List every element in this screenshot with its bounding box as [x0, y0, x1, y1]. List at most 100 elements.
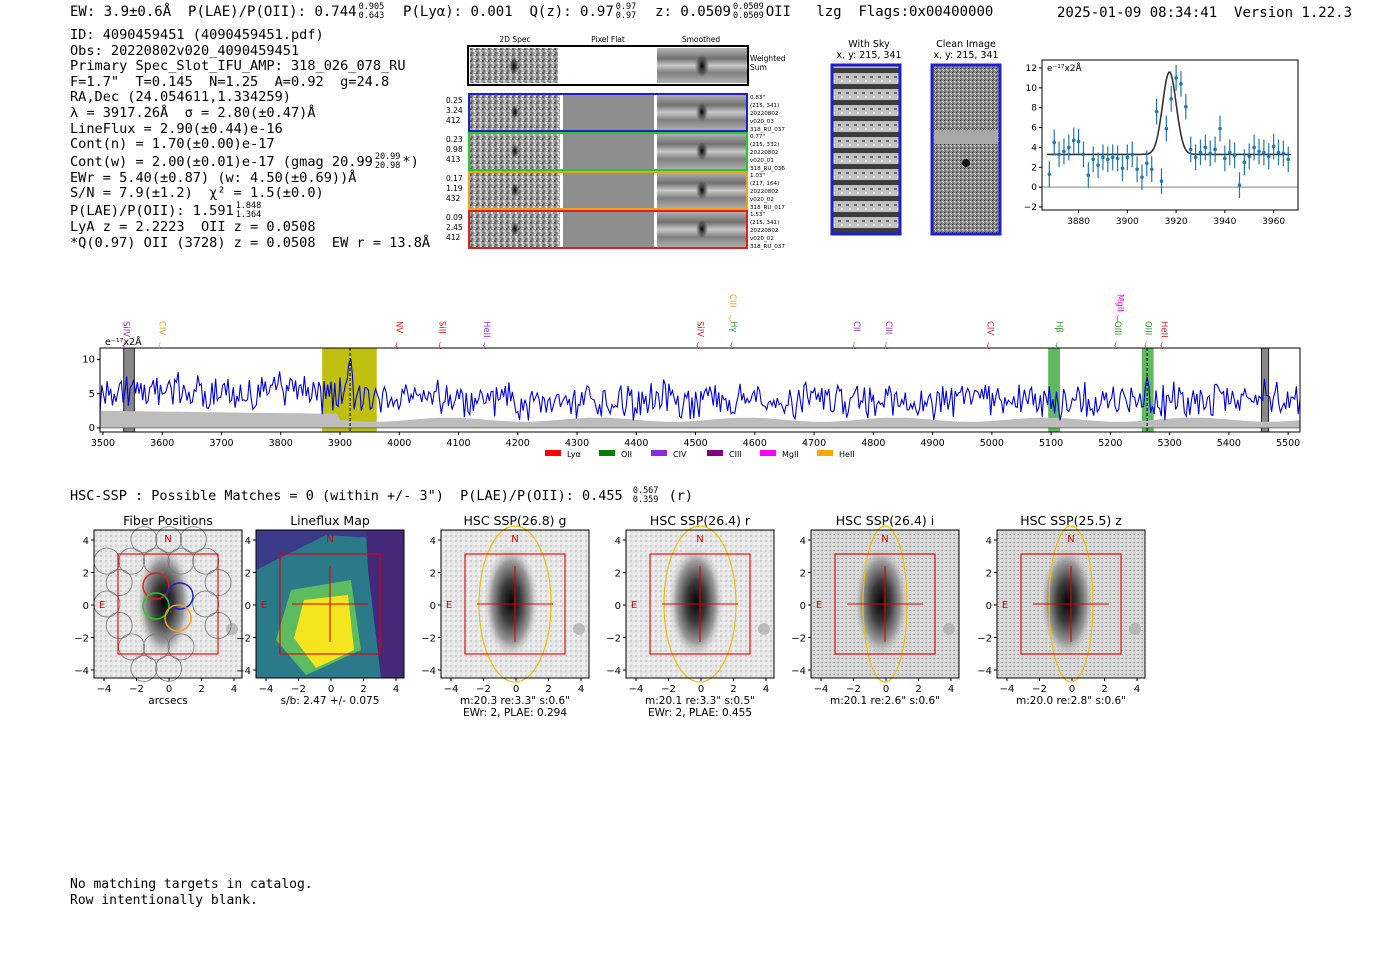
cutout-right-label: 20220802	[750, 150, 778, 156]
line-label-bracket: {	[1143, 342, 1147, 350]
line-label-bracket: {	[1115, 315, 1119, 323]
spec-xtick: 4300	[565, 438, 589, 449]
info-qline: *Q(0.97) OII (3728) z = 0.0508 EW r = 13…	[70, 234, 431, 251]
panel-caption: m:20.1 re:2.6" s:0.6"	[830, 695, 940, 707]
spec-ytick: 5	[89, 389, 95, 400]
panel-caption: EWr: 2, PLAE: 0.294	[463, 707, 567, 719]
hsc-panel-5: HSC SSP(25.5) z N E 4 2 0 −2 −4 −4 −2 0 2 4 m:20.0 re…	[977, 513, 1146, 707]
zoom-xtick: 3940	[1213, 217, 1236, 227]
zoom-point	[1164, 126, 1169, 131]
panel-xtick: −4	[814, 684, 829, 695]
cutout-right-label: 20220802	[750, 189, 778, 195]
catalog-footer: No matching targets in catalog. Row inten…	[70, 877, 313, 908]
info-radec: RA,Dec (24.054611,1.334259)	[70, 89, 291, 106]
zoom-xtick: 3960	[1262, 217, 1285, 227]
zoom-point	[1115, 156, 1120, 161]
zoom-point	[1198, 150, 1203, 155]
zoom-point	[1110, 155, 1115, 160]
cutout-left-label: 412	[446, 116, 461, 125]
panel-title: HSC SSP(26.4) i	[836, 513, 934, 528]
panel-caption: m:20.1 re:3.3" s:0.5"	[645, 695, 755, 707]
panel-xtick: −4	[444, 684, 459, 695]
header-plya: P(Lyα): 0.001	[403, 4, 513, 20]
masked-band	[1260, 347, 1270, 433]
zoom-point	[1271, 144, 1276, 149]
panel-ytick: 2	[986, 569, 992, 580]
info-plae2-hi: 1.848	[235, 200, 262, 211]
footer-line-1: No matching targets in catalog.	[70, 877, 313, 892]
panel-xtick: −4	[629, 684, 644, 695]
zoom-point	[1076, 139, 1081, 144]
fiber-circle	[142, 592, 170, 620]
header-flags: Flags:0x00400000	[858, 4, 994, 20]
cutout-left-label: 432	[446, 194, 461, 203]
spec-ytick: 0	[89, 423, 95, 434]
line-label: OIII	[1142, 321, 1152, 335]
zoom-point	[1276, 150, 1281, 155]
aperture-box	[279, 553, 381, 655]
zoom-point	[1145, 161, 1149, 166]
panel-ytick: 0	[800, 601, 806, 612]
spec-xtick: 4200	[506, 438, 530, 449]
info-fwhm: F=1.7" T=0.145 N=1.25 A=0.92 g=24.8	[70, 73, 390, 90]
line-label: SiII	[437, 321, 447, 334]
panel-xtick: 2	[545, 684, 551, 695]
aperture-box	[117, 553, 219, 655]
legend-label: HeII	[839, 450, 855, 459]
zoom-xtick: 3880	[1067, 217, 1090, 227]
panel-title: Fiber Positions	[123, 513, 213, 528]
cutout-left-label: 0.25	[446, 96, 463, 105]
hsc-panel-1: Lineflux Map N E 4 2 0 −2 −4 −4 −2 0 2 4 s/b: 2.47 +/…	[236, 513, 405, 707]
line-label-bracket: {	[157, 342, 161, 350]
cutout-right-label: (215, 341)	[750, 103, 779, 109]
panel-ytick: 4	[800, 536, 806, 547]
zoom-point	[1071, 138, 1076, 143]
zoom-xtick: 3900	[1116, 217, 1139, 227]
zoom-point	[1086, 173, 1091, 178]
cutout-left-label: 0.23	[446, 135, 463, 144]
panel-ytick: −4	[606, 666, 621, 677]
hsc-plae-hi: 0.567	[632, 486, 659, 496]
hsc-panel-4: HSC SSP(26.4) i N E 4 2 0 −2 −4 −4 −2 0 2 4 m:20.1 re…	[791, 513, 960, 707]
hsc-image-panels: Fiber Positions N E 4 2 0 −2 −4 −4 −2 0 2 4 arcsecs Li…	[74, 513, 1146, 719]
zoom-point	[1101, 155, 1105, 160]
zoom-point	[1218, 126, 1222, 131]
info-lya: LyA z = 2.2223 OII z = 0.0508	[70, 218, 316, 235]
panel-ytick: −4	[421, 666, 436, 677]
header-q: Q(z): 0.97	[529, 4, 614, 20]
panel-xtick: 0	[166, 684, 172, 695]
line-label: Hβ	[1053, 321, 1063, 333]
panel-xtick: 0	[883, 684, 889, 695]
panel-ytick: 4	[986, 536, 992, 547]
line-label-bracket: {	[482, 342, 486, 350]
aperture-box	[834, 553, 936, 655]
east-label: E	[1002, 600, 1008, 611]
cutout-left-label: 3.24	[446, 106, 463, 115]
spec-xtick: 4900	[920, 438, 944, 449]
line-label: OIII	[1112, 321, 1122, 335]
legend-swatch	[545, 450, 561, 456]
north-label: N	[326, 534, 333, 545]
legend-swatch	[599, 450, 615, 456]
zoom-point	[1067, 145, 1071, 150]
info-lineflux: LineFlux = 2.90(±0.44)e-16	[70, 120, 283, 137]
with-sky-title: With Sky	[848, 39, 890, 50]
panel-xtick: −2	[661, 684, 676, 695]
panel-xtick: 2	[915, 684, 921, 695]
cutout-right-label: (217, 164)	[750, 181, 779, 187]
zoom-unit: e⁻¹⁷x2Å	[1047, 62, 1083, 74]
footer-line-2: Row intentionally blank.	[70, 892, 258, 908]
panel-ytick: 2	[83, 569, 89, 580]
zoom-line-fit-chart: −2 0 2 4 6 8 10 12 3880 3900 3920 3940 3960 e⁻¹⁷x2Å	[1024, 59, 1299, 227]
panel-xtick: 4	[578, 684, 584, 695]
line-label-bracket: {	[394, 342, 398, 350]
hsc-band: (r)	[668, 488, 693, 504]
cutout-left-label: 0.09	[446, 213, 463, 222]
line-label-bracket: {	[695, 342, 699, 350]
header-ew: EW: 3.9±0.6Å	[70, 4, 172, 20]
info-plae2: P(LAE)/P(OII): 1.591 1.848 1.364	[70, 200, 262, 220]
fiber-circle	[164, 604, 192, 632]
zoom-point	[1062, 149, 1066, 154]
with-sky-image	[830, 63, 902, 236]
line-label: SiIV	[694, 321, 704, 337]
